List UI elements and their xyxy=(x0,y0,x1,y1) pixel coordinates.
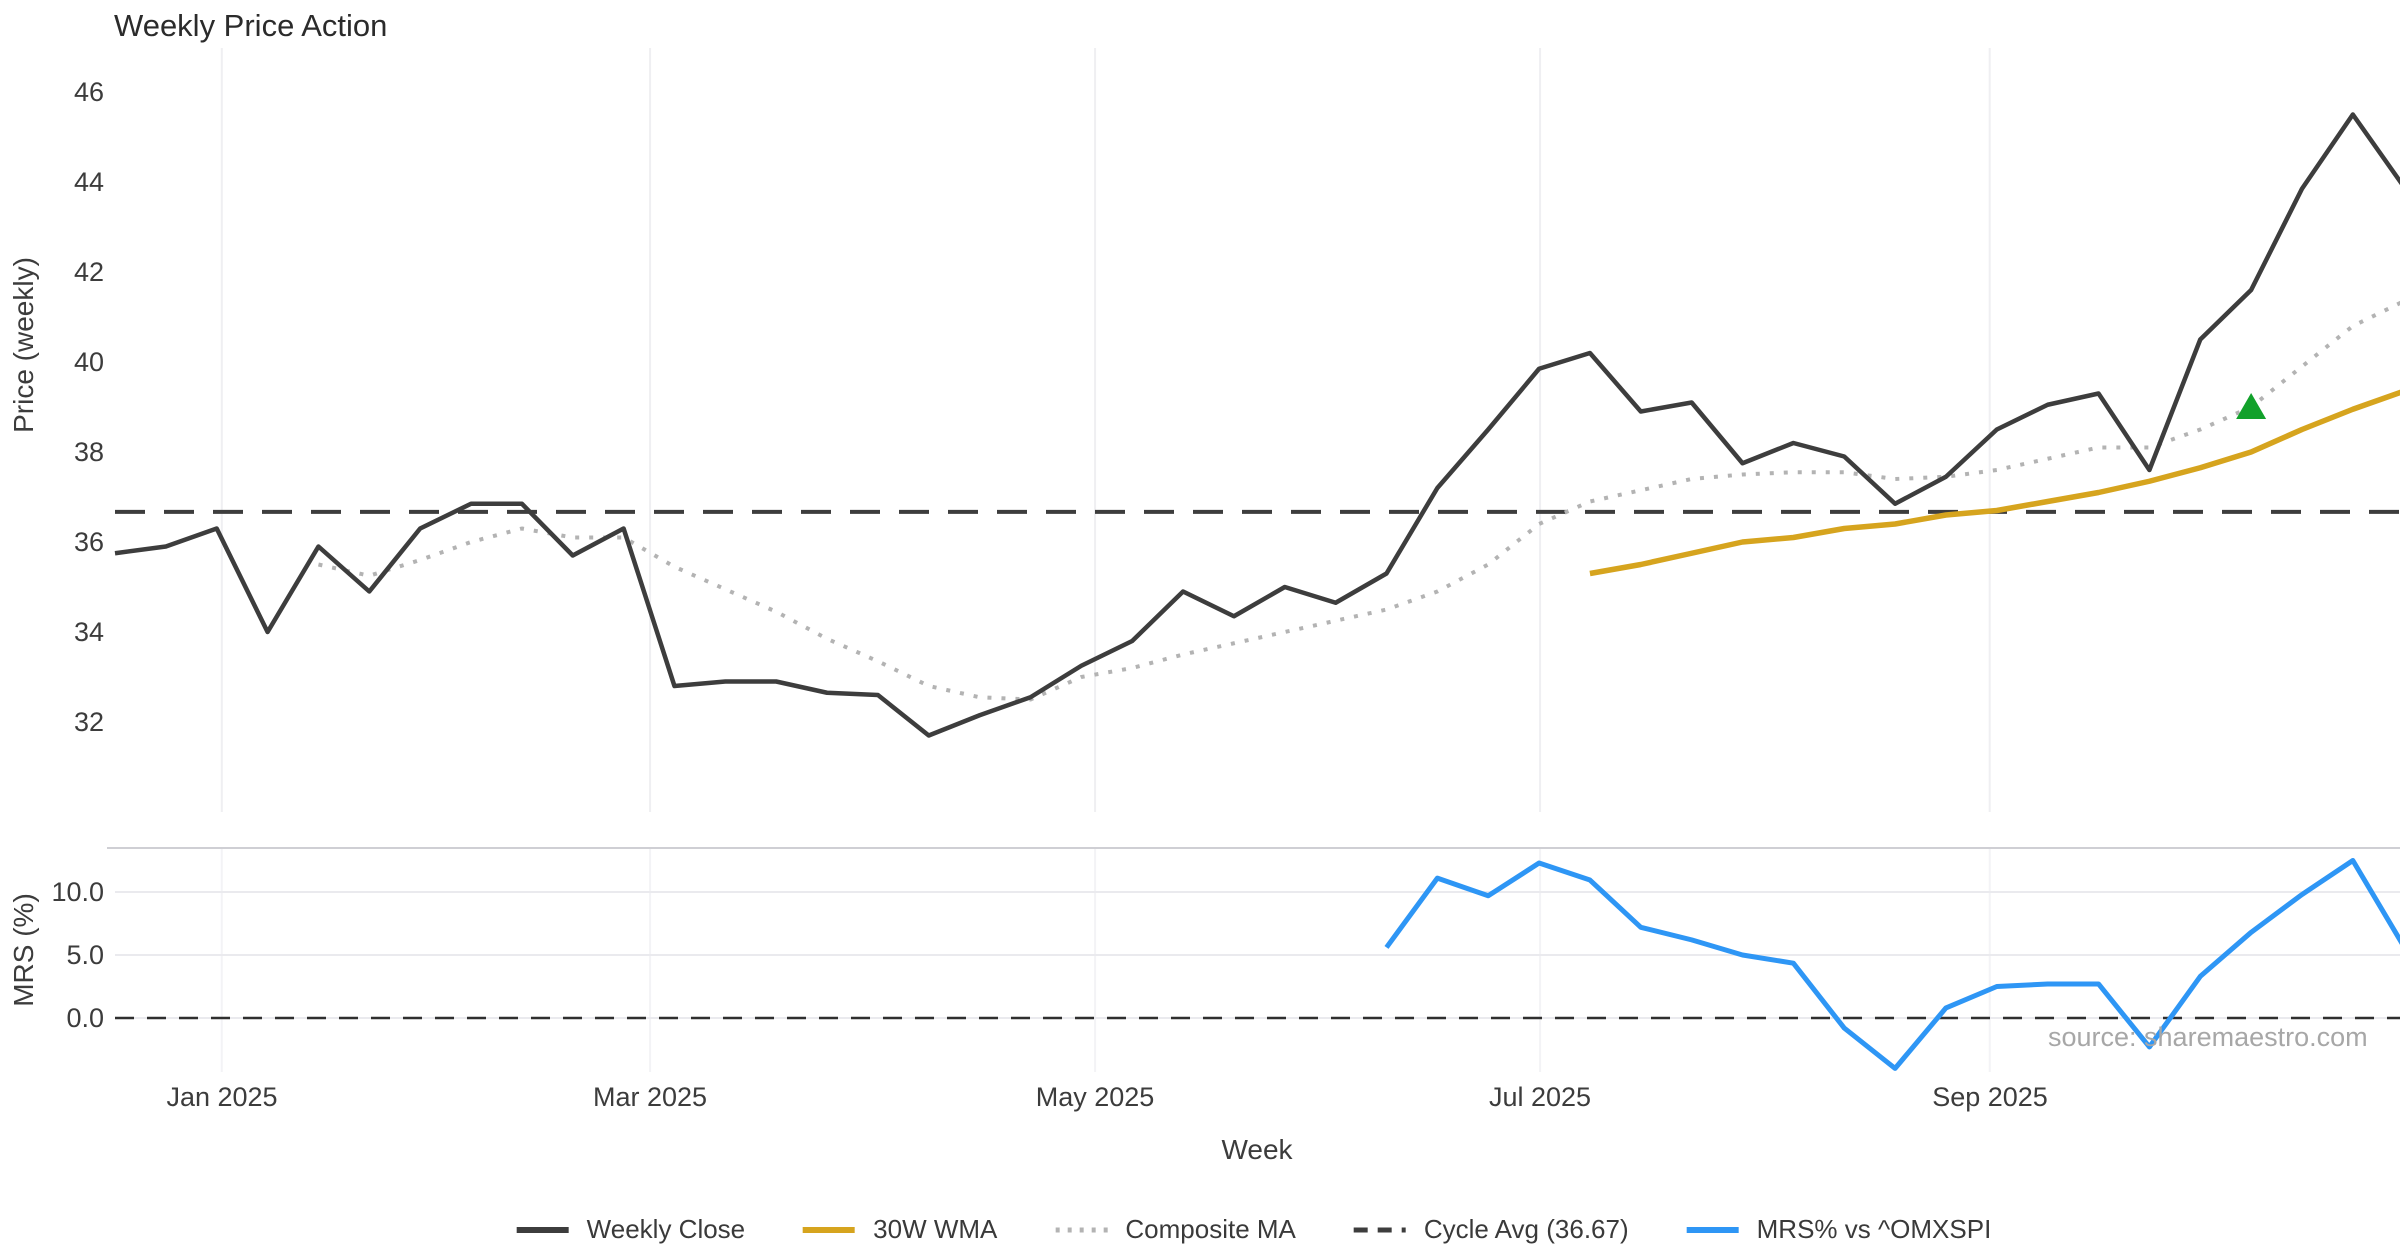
chart-legend: Weekly Close 30W WMA Composite MA Cycle … xyxy=(515,1214,1992,1245)
series-weekly-close xyxy=(114,112,2400,738)
price-tick-label: 38 xyxy=(73,437,104,467)
legend-label: Cycle Avg (36.67) xyxy=(1423,1214,1629,1244)
price-tick-label: 36 xyxy=(73,527,104,557)
mrs-tick-label: 10.0 xyxy=(51,877,104,907)
buy-signal-triangle-icon xyxy=(2236,393,2267,419)
month-tick-label: Jul 2025 xyxy=(1488,1082,1592,1112)
month-tick-label: Mar 2025 xyxy=(592,1082,708,1112)
x-axis-label: Week xyxy=(1221,1134,1293,1165)
legend-label: 30W WMA xyxy=(873,1214,998,1244)
mrs-tick-label: 5.0 xyxy=(66,940,104,970)
legend-label: Weekly Close xyxy=(586,1214,746,1244)
price-tick-label: 44 xyxy=(73,167,104,197)
legend-swatch-30w-wma xyxy=(801,1225,857,1235)
legend-item-30w-wma: 30W WMA xyxy=(801,1214,997,1245)
legend-label: MRS% vs ^OMXSPI xyxy=(1756,1214,1992,1244)
month-tick-label: Sep 2025 xyxy=(1932,1082,2048,1112)
source-watermark: source: sharemaestro.com xyxy=(2048,1022,2368,1052)
legend-item-composite-ma: Composite MA xyxy=(1053,1214,1296,1245)
mrs-axis-label: MRS (%) xyxy=(8,893,39,1007)
legend-swatch-composite-ma xyxy=(1053,1225,1109,1235)
legend-item-cycle-avg: Cycle Avg (36.67) xyxy=(1352,1214,1629,1245)
mrs-tick-label: 0.0 xyxy=(66,1003,104,1033)
month-tick-label: May 2025 xyxy=(1035,1082,1155,1112)
legend-item-weekly-close: Weekly Close xyxy=(515,1214,745,1245)
series-composite-ma xyxy=(318,300,2400,702)
price-tick-label: 40 xyxy=(73,347,104,377)
legend-label: Composite MA xyxy=(1125,1214,1296,1244)
price-tick-label: 32 xyxy=(73,707,104,737)
price-tick-label: 42 xyxy=(73,257,104,287)
price-tick-label: 46 xyxy=(73,77,104,107)
series-30w-wma xyxy=(1589,389,2400,577)
legend-swatch-cycle-avg xyxy=(1352,1225,1408,1235)
price-tick-label: 34 xyxy=(73,617,104,647)
legend-item-mrs: MRS% vs ^OMXSPI xyxy=(1685,1214,1992,1245)
series-mrs-vs-omxspi xyxy=(1384,858,2400,1071)
chart-title: Weekly Price Action xyxy=(114,8,388,43)
price-axis-label: Price (weekly) xyxy=(8,257,39,433)
month-tick-label: Jan 2025 xyxy=(166,1082,278,1112)
legend-swatch-mrs xyxy=(1685,1225,1741,1235)
legend-swatch-weekly-close xyxy=(515,1225,571,1235)
